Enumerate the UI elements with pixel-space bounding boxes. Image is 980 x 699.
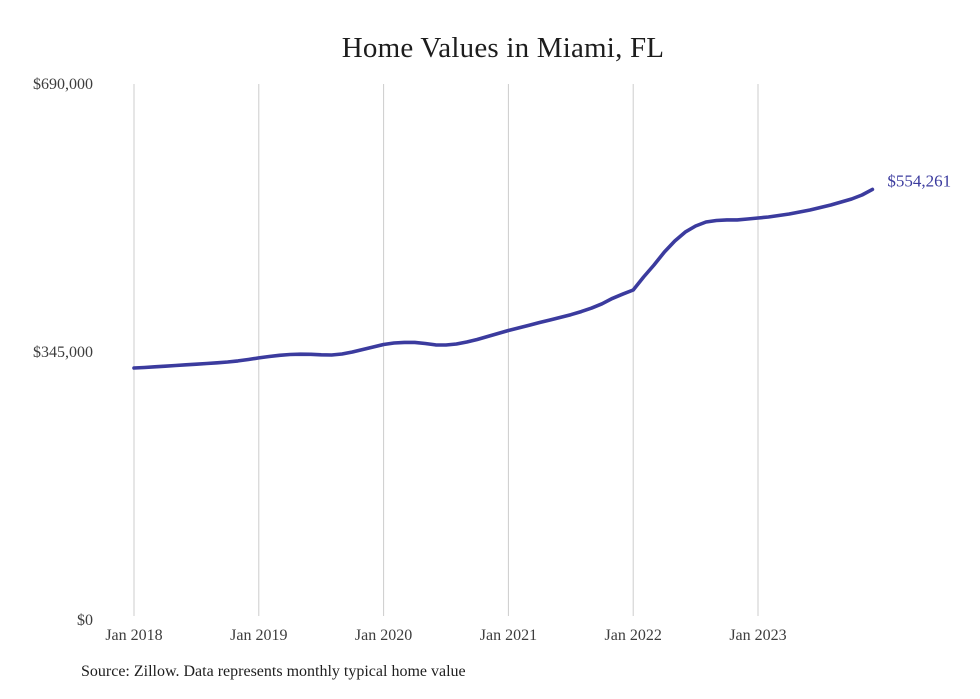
x-axis-tick-label: Jan 2021 [480,627,537,644]
y-axis-tick-label: $0 [77,612,93,629]
y-axis-tick-labels: $690,000 $345,000 $0 [33,76,93,629]
x-axis-tick-label: Jan 2019 [230,627,287,644]
x-axis-tick-label: Jan 2018 [105,627,162,644]
y-axis-tick-label: $345,000 [33,344,93,361]
x-axis-tick-labels: Jan 2018 Jan 2019 Jan 2020 Jan 2021 Jan 2022… [105,627,786,644]
year-gridlines [133,84,759,616]
x-axis-tick-label: Jan 2023 [729,627,786,644]
source-note: Source: Zillow. Data represents monthly … [81,663,466,680]
home-value-series-line [132,187,875,370]
latest-value-label: $554,261 [887,171,951,190]
x-axis-tick-label: Jan 2020 [355,627,412,644]
chart-title: Home Values in Miami, FL [341,32,665,64]
x-axis-tick-label: Jan 2022 [605,627,662,644]
y-axis-tick-label: $690,000 [33,76,93,93]
